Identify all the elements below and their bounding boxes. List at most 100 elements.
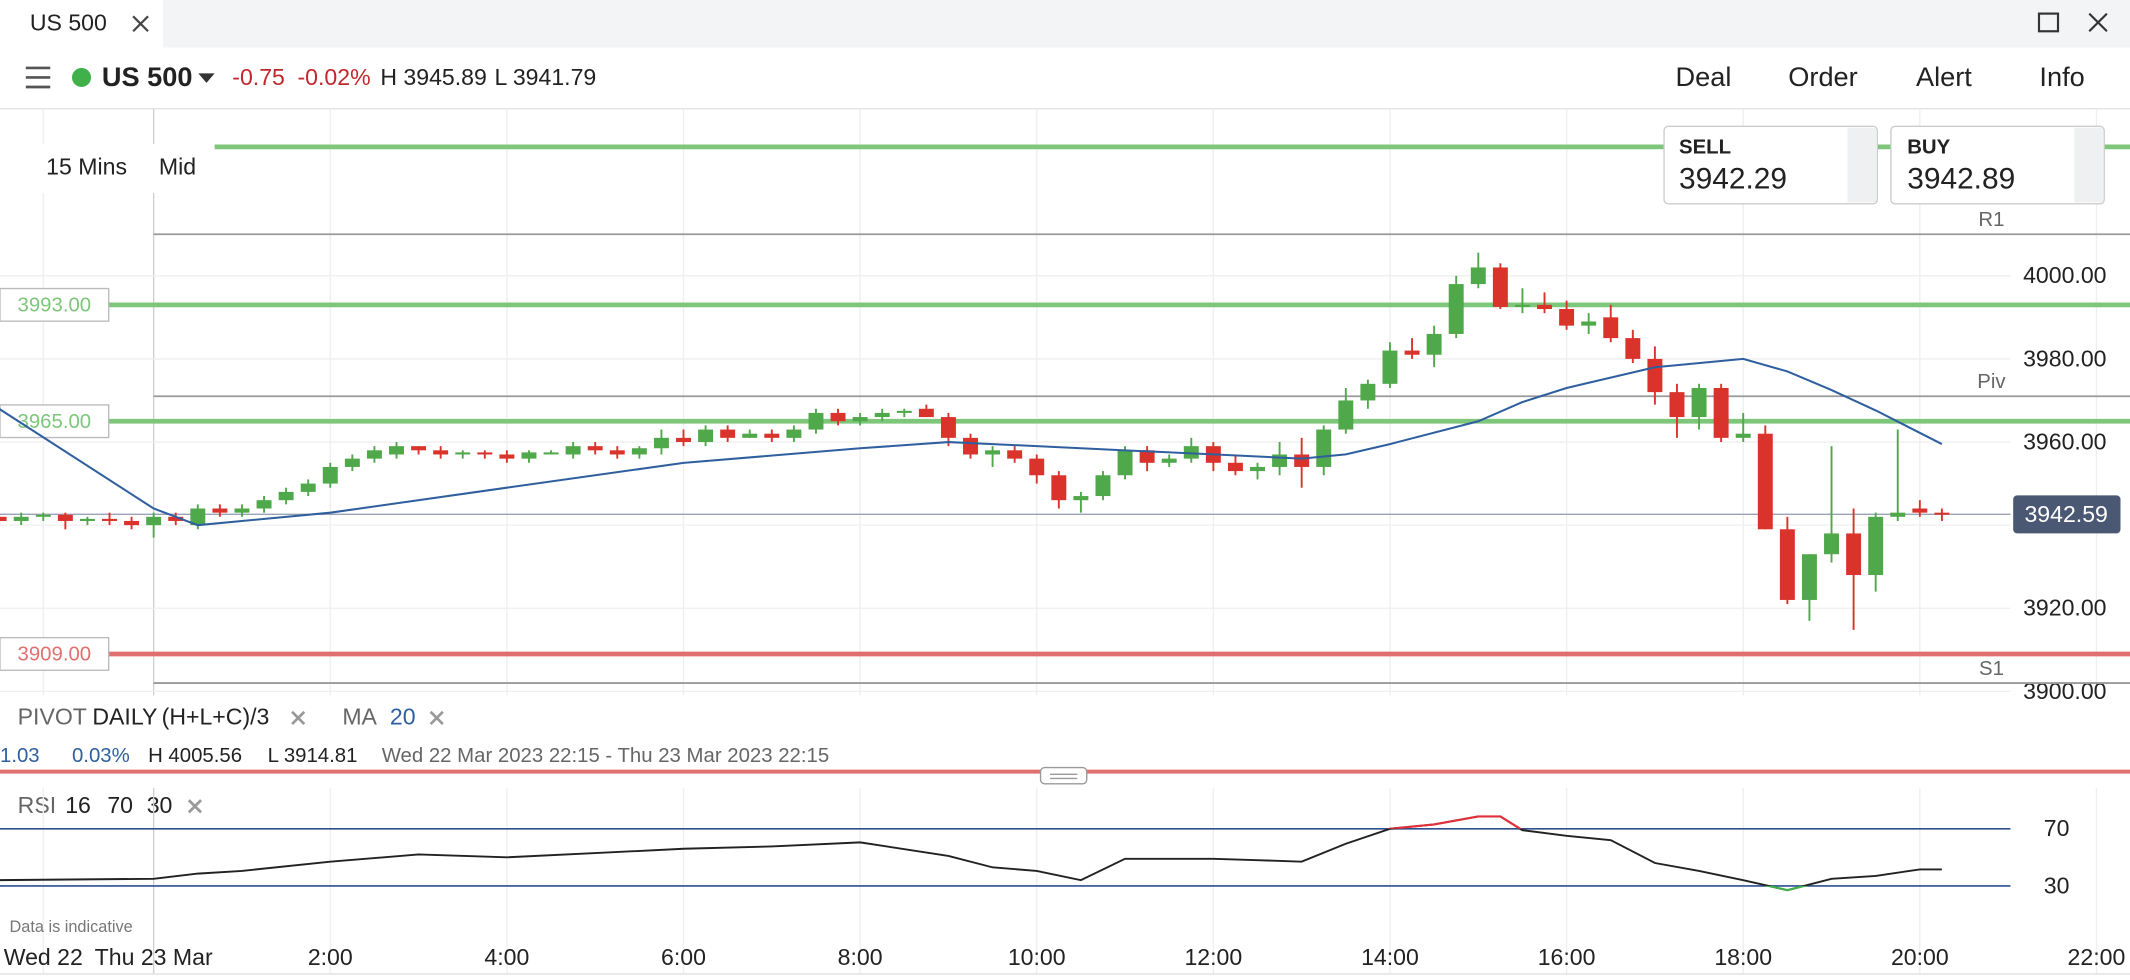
stat-high: H 4005.56	[148, 745, 242, 767]
candle-body	[190, 508, 206, 526]
pivot-label: R1	[1978, 209, 2004, 231]
candle-body	[212, 508, 228, 513]
maximize[interactable]	[2037, 12, 2060, 33]
candle-body	[57, 514, 73, 521]
ma-period: 20	[390, 704, 416, 730]
y-tick-label: 3920.00	[2023, 595, 2106, 621]
price-type[interactable]: Mid	[159, 154, 196, 180]
candle-body	[455, 452, 471, 455]
candle-body	[168, 516, 184, 521]
candle-body	[1537, 304, 1552, 310]
rsi-tick-label: 70	[2044, 815, 2070, 841]
candle-body	[13, 516, 29, 521]
change: -0.75	[232, 64, 285, 90]
rsi-period: 16	[65, 792, 91, 818]
buy-button[interactable]	[1890, 125, 2105, 205]
pivot-period: DAILY	[92, 704, 157, 730]
candle-body	[1161, 458, 1177, 463]
x-tick-label: 2:00	[308, 944, 353, 970]
candle-body	[477, 452, 493, 455]
pivot-remove[interactable]	[291, 710, 306, 726]
candle-body	[1559, 309, 1575, 326]
candle-body	[653, 437, 669, 449]
candle-body	[1250, 466, 1265, 472]
rsi-oversold	[1763, 885, 1809, 892]
y-tick-label: 3980.00	[2023, 345, 2106, 371]
candle-body	[1338, 400, 1354, 430]
candle-body	[1603, 317, 1619, 339]
candle-body	[521, 452, 537, 459]
candle-body	[1448, 284, 1464, 334]
candle-body	[79, 518, 95, 521]
candle-body	[874, 412, 890, 418]
candle-body	[1095, 475, 1111, 497]
plot: 3900.003920.003940.003960.003980.004000.…	[0, 108, 2130, 704]
candle-body	[1669, 392, 1685, 418]
candle-body	[1779, 529, 1795, 600]
tab-bar	[0, 0, 2130, 48]
candle-body	[1029, 458, 1045, 476]
tab-close[interactable]	[132, 15, 149, 33]
instrument[interactable]: US 500	[102, 61, 193, 92]
menu-deal[interactable]: Deal	[1676, 61, 1732, 92]
menu-icon[interactable]	[25, 66, 51, 89]
level-box	[0, 636, 110, 671]
x-tick-label: 4:00	[484, 944, 529, 970]
candle-body	[1735, 433, 1751, 438]
candle-body	[278, 491, 294, 501]
x-tick-label: 10:00	[1008, 944, 1066, 970]
sell-side	[1847, 127, 1876, 203]
timeframe[interactable]: 15 Mins	[46, 154, 127, 180]
window-close[interactable]	[2088, 12, 2108, 33]
candle-body	[1294, 454, 1310, 467]
change-pct: -0.02%	[297, 64, 370, 90]
candle-body	[963, 437, 978, 455]
candle-body	[1824, 533, 1839, 555]
level-label: 3993.00	[18, 295, 92, 317]
resize-handle[interactable]	[1039, 766, 1088, 785]
candle-body	[1625, 338, 1641, 359]
candle-body	[720, 429, 736, 438]
candle-body	[1713, 387, 1729, 438]
dropdown-arrow[interactable]	[198, 73, 215, 83]
candle-body	[808, 412, 824, 430]
menu-alert[interactable]: Alert	[1916, 61, 1972, 92]
candle-body	[1382, 350, 1398, 384]
sell-button[interactable]	[1663, 125, 1879, 205]
candle-body	[830, 412, 846, 422]
x-tick-label: 20:00	[1891, 944, 1949, 970]
candle-body	[433, 450, 449, 455]
menu-info[interactable]: Info	[2039, 61, 2084, 92]
candle-body	[852, 417, 868, 422]
menu-order[interactable]: Order	[1788, 61, 1857, 92]
candle-body	[1227, 462, 1243, 472]
buy-side	[2074, 127, 2103, 203]
candle-body	[499, 454, 515, 459]
disclaimer: Data is indicative	[10, 918, 133, 936]
x-tick-label: 8:00	[838, 944, 883, 970]
ma-remove[interactable]	[429, 710, 444, 726]
resize-grip	[1050, 773, 1078, 780]
x-tick-label: 14:00	[1361, 944, 1419, 970]
candle-body	[0, 516, 7, 521]
candle-body	[940, 417, 956, 438]
candle-body	[1117, 450, 1133, 476]
rsi-panel: 70 30	[0, 787, 2098, 975]
x-tick-label: Wed 22	[4, 944, 83, 970]
candle-body	[786, 429, 802, 438]
candle-body	[35, 514, 51, 517]
rsi-upper: 70	[107, 792, 133, 818]
stat-change-pct: 0.03%	[72, 745, 130, 767]
tab[interactable]	[0, 0, 164, 48]
candle-body	[565, 446, 581, 455]
candle-body	[1581, 321, 1597, 326]
stat-range: Wed 22 Mar 2023 22:15 - Thu 23 Mar 2023 …	[382, 745, 829, 767]
candle-body	[234, 508, 250, 513]
y-tick-label: 4000.00	[2023, 262, 2106, 288]
rsi-remove[interactable]	[187, 799, 203, 814]
candle-body	[543, 452, 559, 455]
candle-body	[631, 448, 647, 455]
sell-label: SELL	[1679, 136, 1731, 158]
